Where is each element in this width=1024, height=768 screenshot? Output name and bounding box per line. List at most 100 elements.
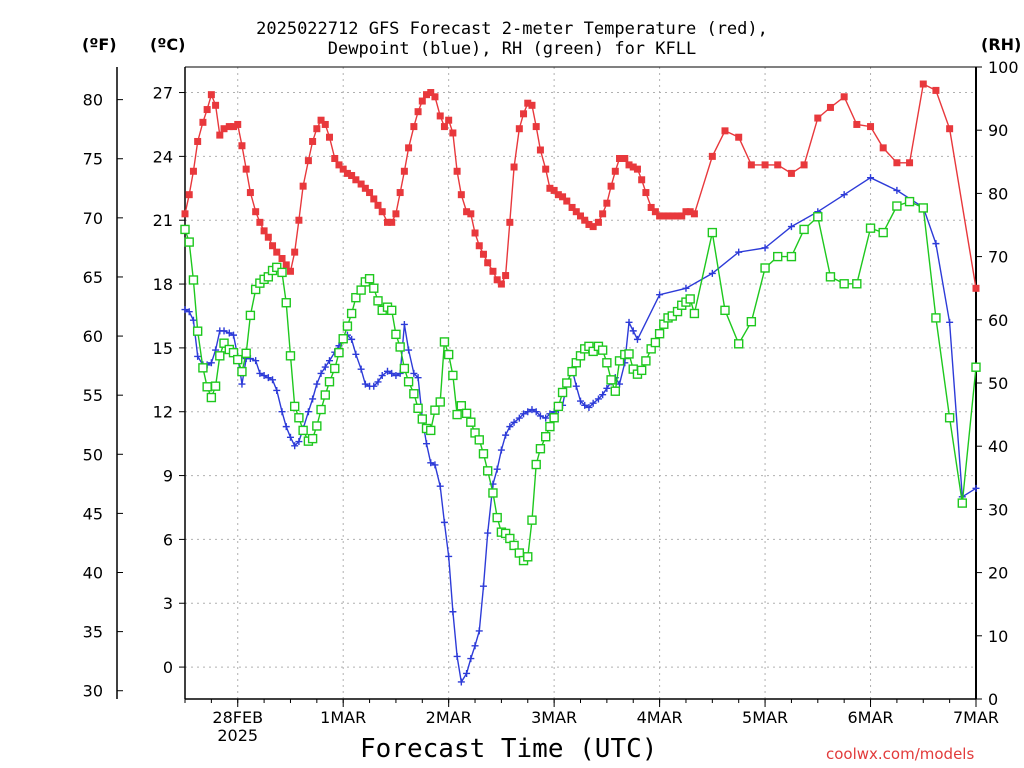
rh-point: [614, 356, 625, 366]
temperature-point: [524, 99, 532, 107]
dewpoint-point: [374, 378, 382, 386]
rh-point: [320, 390, 330, 400]
temperature-point: [946, 125, 954, 133]
celsius-tick-label: 9: [163, 467, 173, 486]
rh-point: [478, 449, 489, 459]
rh-point: [734, 339, 744, 349]
temperature-point: [629, 163, 637, 171]
dewpoint-point: [510, 418, 518, 426]
dewpoint-point: [475, 627, 483, 635]
rh-point: [482, 466, 493, 476]
rh-point: [514, 548, 525, 558]
dewpoint-point: [185, 308, 193, 316]
temperature-point: [392, 210, 400, 218]
temperature-point: [282, 261, 290, 269]
dewpoint-point: [264, 374, 272, 382]
x-tick-label: 4MAR: [637, 708, 683, 727]
rh-point: [685, 294, 695, 304]
temperature-point: [520, 110, 528, 118]
dewpoint-point: [181, 306, 189, 314]
temperature-point: [536, 146, 544, 154]
rh-point: [602, 358, 612, 368]
dewpoint-point: [348, 335, 356, 343]
rh-point: [409, 389, 419, 399]
rh-point: [641, 356, 651, 366]
temperature-point: [787, 169, 795, 177]
temperature-point: [273, 248, 281, 256]
rh-point: [210, 381, 221, 391]
temperature-point: [621, 155, 629, 163]
temperature-point: [682, 208, 690, 216]
dewpoint-point: [542, 414, 550, 422]
rh-point: [799, 224, 809, 235]
dewpoint-point: [295, 438, 303, 446]
temperature-point: [506, 218, 514, 226]
celsius-tick-label: 27: [153, 84, 173, 103]
rh-tick-label: 100: [988, 58, 1019, 77]
dewpoint-point: [572, 382, 580, 390]
rh-point: [553, 401, 564, 412]
rh-point: [610, 386, 621, 396]
temperature-point: [616, 155, 624, 163]
dewpoint-point: [352, 350, 360, 358]
temperature-point: [203, 106, 211, 114]
temperature-point: [708, 152, 716, 160]
temperature-point: [242, 165, 250, 173]
temperature-point: [238, 142, 246, 150]
temperature-point: [269, 242, 277, 250]
rh-point: [474, 435, 484, 445]
temperature-point: [348, 172, 356, 180]
dewpoint-point: [370, 382, 378, 390]
rh-point: [944, 413, 955, 423]
rh-point: [650, 337, 661, 348]
rh-point: [549, 413, 559, 423]
temperature-point: [633, 165, 641, 173]
temperature-point: [489, 267, 497, 275]
dewpoint-point: [230, 331, 238, 339]
dewpoint-point: [436, 482, 444, 490]
rh-point: [531, 459, 541, 470]
temperature-point: [625, 161, 633, 169]
temperature-point: [761, 161, 769, 169]
rh-point: [689, 308, 700, 319]
rh-point: [624, 349, 634, 359]
temperature-point: [678, 212, 686, 220]
temperature-point: [502, 272, 510, 280]
credit-link[interactable]: coolwx.com/models: [826, 745, 975, 763]
temperature-point: [400, 167, 408, 175]
temperature-point: [194, 137, 202, 145]
temperature-point: [295, 216, 303, 224]
rh-point: [492, 512, 502, 523]
dewpoint-point: [260, 372, 268, 380]
rh-point: [523, 552, 533, 562]
temperature-point: [585, 220, 593, 228]
dewpoint-point: [378, 372, 386, 380]
rh-point: [597, 345, 608, 355]
temperature-point: [599, 210, 607, 218]
dewpoint-point: [453, 652, 461, 660]
rh-point: [237, 366, 247, 377]
temperature-point: [383, 218, 391, 226]
rh-point: [588, 346, 598, 357]
fahrenheit-tick-label: 75: [83, 150, 103, 169]
celsius-unit-label: (ºC): [150, 35, 186, 54]
dewpoint-point: [286, 433, 294, 441]
temperature-point: [339, 165, 347, 173]
temperature-point: [660, 212, 668, 220]
temperature-point: [418, 97, 426, 105]
x-axis-label: Forecast Time (UTC): [360, 734, 658, 764]
dewpoint-point: [603, 384, 611, 392]
dewpoint-point: [497, 446, 505, 454]
rh-point: [865, 223, 876, 233]
rh-point: [786, 251, 797, 262]
rh-point: [466, 417, 476, 427]
temperature-point: [331, 155, 339, 163]
dewpoint-point: [532, 408, 540, 416]
fahrenheit-tick-label: 65: [83, 268, 103, 287]
temperature-point: [581, 216, 589, 224]
rh-point: [307, 433, 318, 444]
rh-point: [219, 338, 229, 348]
temperature-point: [800, 161, 808, 169]
plot-area: [185, 67, 976, 699]
